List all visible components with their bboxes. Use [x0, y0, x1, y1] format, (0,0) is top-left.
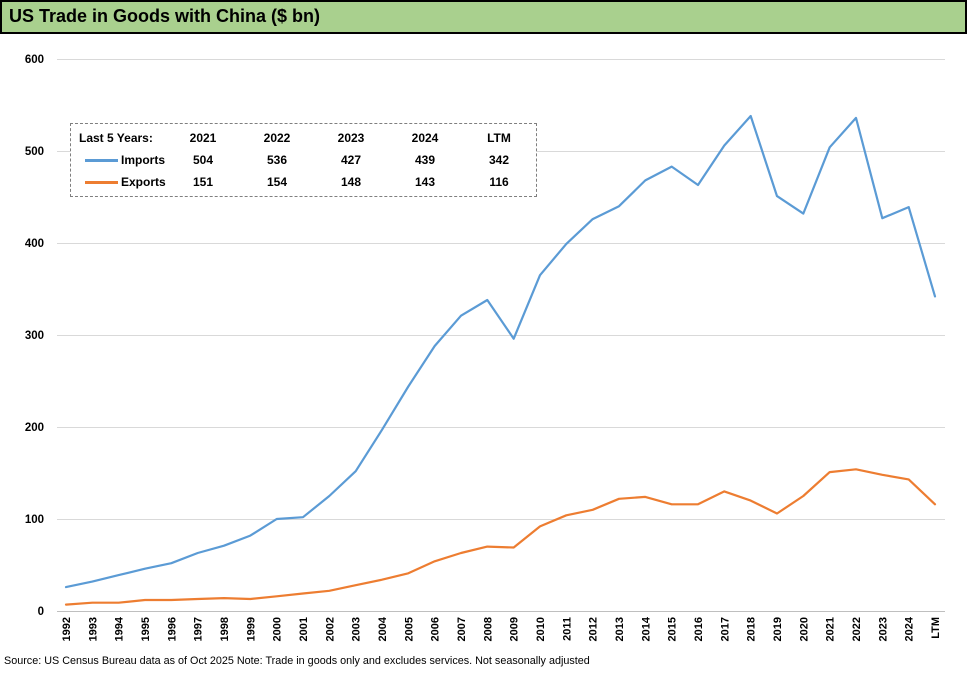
x-axis-tick-label: 2005 [403, 617, 415, 641]
x-axis-tick-label: 2020 [798, 617, 810, 641]
x-axis-tick-label: 2000 [272, 617, 284, 641]
series-line-exports [64, 468, 937, 606]
exports-value-2023: 148 [340, 175, 362, 189]
y-axis-tick-label: 300 [25, 330, 44, 342]
y-axis-tick-label: 100 [25, 514, 44, 526]
x-axis-tick-label: 2022 [851, 617, 863, 641]
x-axis-tick-label: 2002 [324, 617, 336, 641]
legend-col-2023: 2023 [337, 131, 365, 145]
series-line-imports [64, 114, 937, 589]
x-axis-tick-label: 2015 [667, 617, 679, 641]
legend-imports-label: Imports [121, 153, 166, 167]
x-axis-tick-label: 1997 [193, 617, 205, 641]
x-axis-tick-label: 1996 [166, 617, 178, 641]
imports-value-2024: 439 [414, 153, 436, 167]
x-axis-tick-label: 2018 [746, 617, 758, 641]
x-axis-tick-label: 2012 [588, 617, 600, 641]
y-axis-tick-label: 500 [25, 146, 44, 158]
legend-header-row: Last 5 Years: 2021 2022 2023 2024 LTM [71, 127, 536, 149]
x-axis-tick-label: 2023 [877, 617, 889, 641]
legend-exports-label: Exports [121, 175, 166, 189]
x-axis-tick-label: 2008 [482, 617, 494, 641]
x-axis-tick-label: 2021 [825, 617, 837, 641]
x-axis-tick-label: 2017 [719, 617, 731, 641]
x-axis-tick-label: 1998 [219, 617, 231, 641]
x-axis-tick-label: 2024 [904, 616, 916, 641]
imports-value-2022: 536 [266, 153, 288, 167]
legend-imports-series: Imports [71, 153, 166, 167]
x-axis-tick-label: 2014 [640, 616, 652, 641]
x-axis-tick-label: 2013 [614, 617, 626, 641]
imports-line-swatch [85, 158, 118, 162]
exports-value-2021: 151 [192, 175, 214, 189]
x-axis-tick-label: 2003 [351, 617, 363, 641]
legend-exports-row: Exports 151 154 148 143 116 [71, 171, 536, 193]
legend-col-2021: 2021 [189, 131, 217, 145]
legend-col-ltm: LTM [487, 131, 511, 145]
x-axis-tick-label: 1999 [245, 617, 257, 641]
exports-value-ltm: 116 [489, 175, 509, 189]
exports-value-2022: 154 [266, 175, 288, 189]
x-axis-tick-label: 2019 [772, 617, 784, 641]
imports-value-ltm: 342 [488, 153, 510, 167]
legend-imports-row: Imports 504 536 427 439 342 [71, 149, 536, 171]
x-axis-tick-label: 2004 [377, 616, 389, 641]
x-axis-tick-label: 2016 [693, 617, 705, 641]
x-axis-tick-label: 2011 [561, 617, 573, 641]
x-axis-tick-label: 1995 [140, 617, 152, 641]
exports-line-swatch [85, 180, 118, 184]
x-axis-tick-label: 2010 [535, 617, 547, 641]
x-axis-tick-label: LTM [930, 617, 942, 639]
y-axis-tick-label: 400 [25, 238, 44, 250]
x-axis-tick-label: 2006 [430, 617, 442, 641]
x-axis-tick-label: 2009 [509, 617, 521, 641]
source-note: Source: US Census Bureau data as of Oct … [4, 655, 590, 667]
y-axis-tick-label: 200 [25, 422, 44, 434]
x-axis-tick-label: 1992 [61, 617, 73, 641]
legend-col-2024: 2024 [411, 131, 439, 145]
legend-header-label: Last 5 Years: [79, 131, 153, 145]
x-axis-tick-label: 2001 [298, 617, 310, 641]
x-axis-tick-label: 1994 [114, 616, 126, 641]
legend-table: Last 5 Years: 2021 2022 2023 2024 LTM Im… [70, 123, 537, 197]
x-axis-tick-label: 2007 [456, 617, 468, 641]
imports-value-2023: 427 [340, 153, 362, 167]
imports-value-2021: 504 [192, 153, 214, 167]
y-axis-tick-label: 0 [38, 606, 44, 618]
exports-value-2024: 143 [414, 175, 436, 189]
legend-exports-series: Exports [71, 175, 166, 189]
legend-col-2022: 2022 [263, 131, 291, 145]
chart-title: US Trade in Goods with China ($ bn) [0, 0, 967, 34]
y-axis-tick-label: 600 [25, 54, 44, 66]
x-axis-tick-label: 1993 [87, 617, 99, 641]
